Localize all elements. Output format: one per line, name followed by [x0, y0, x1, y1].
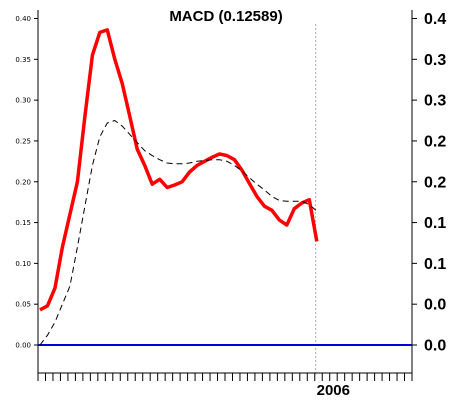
right-tick-label: 0.3 [424, 52, 446, 69]
left-y-axis: 0.00 0.05 0.10 0.15 0.20 0.25 0.30 0.35 0.40 [15, 10, 39, 373]
right-tick-label: 0.2 [424, 174, 446, 191]
left-tick-label: 0.00 [15, 342, 31, 350]
left-tick-label: 0.10 [15, 260, 31, 268]
x-axis-label-year: 2006 [317, 382, 350, 399]
left-tick-label: 0.40 [15, 15, 31, 23]
left-tick-label: 0.25 [15, 137, 31, 145]
left-tick-label: 0.15 [15, 219, 31, 227]
x-axis: 2006 [37, 372, 413, 399]
right-tick-label: 0.1 [424, 215, 446, 232]
right-tick-label: 0.4 [424, 11, 446, 28]
left-tick-label: 0.30 [15, 97, 31, 105]
right-tick-label: 0.0 [424, 338, 446, 355]
right-tick-label: 0.0 [424, 297, 446, 314]
macd-line [39, 28, 319, 312]
right-tick-label: 0.2 [424, 133, 446, 150]
left-tick-label: 0.05 [15, 301, 31, 309]
chart-title: MACD (0.12589) [169, 8, 282, 25]
right-tick-label: 0.1 [424, 256, 446, 273]
signal-line [39, 120, 318, 346]
plot-area [38, 24, 412, 373]
right-y-axis: 0.0 0.0 0.1 0.1 0.2 0.2 0.3 0.3 0.4 [411, 10, 446, 373]
right-tick-label: 0.3 [424, 93, 446, 110]
left-tick-label: 0.35 [15, 56, 31, 64]
left-tick-label: 0.20 [15, 178, 31, 186]
